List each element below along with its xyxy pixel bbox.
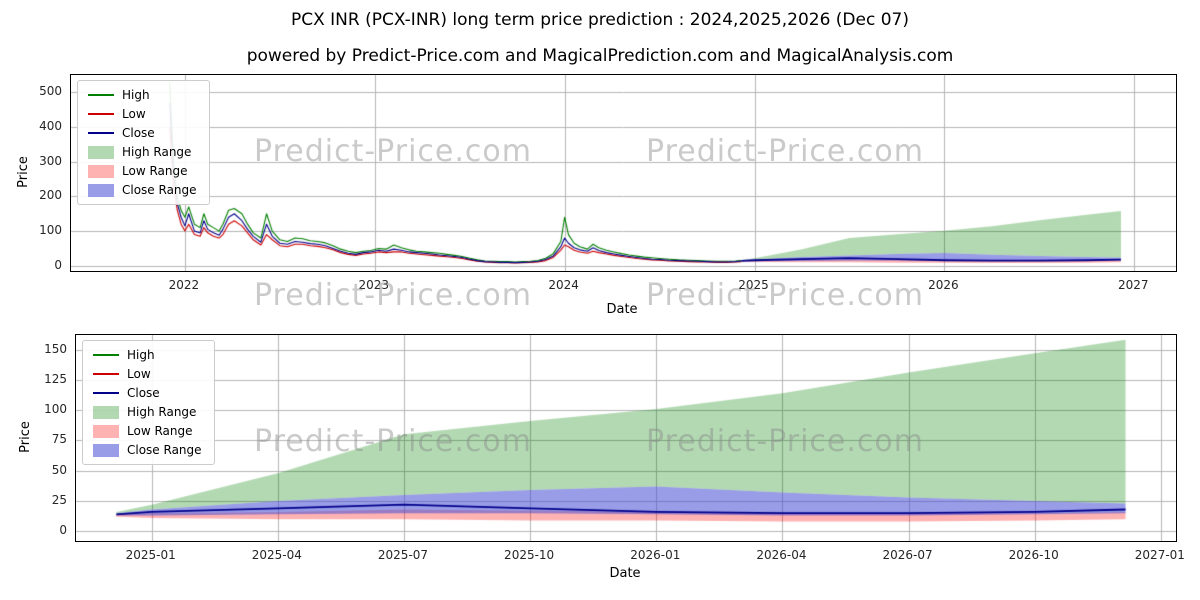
legend-item-close: Close: [93, 386, 202, 400]
y-tick-label: 0: [54, 257, 62, 272]
x-tick-label: 2026-04: [756, 548, 807, 562]
legend-patch-swatch: [93, 405, 119, 419]
legend-item-high: High: [93, 348, 202, 362]
legend-label: Low Range: [127, 424, 193, 438]
x-tick-label: 2026: [928, 278, 959, 292]
watermark-text: Predict-Price.com: [646, 278, 924, 313]
x-tick-label: 2025-01: [125, 548, 176, 562]
legend-item-low: Low: [93, 367, 202, 381]
x-tick-label: 2025: [738, 278, 769, 292]
legend-line-swatch: [88, 113, 114, 115]
y-tick-label: 125: [44, 371, 67, 386]
legend-item-low: Low: [88, 107, 197, 121]
top-chart-legend: High Low Close High Range Low Range Close Ran…: [77, 80, 210, 205]
legend-item-close: Close: [88, 126, 197, 140]
x-tick-label: 2027-01: [1134, 548, 1185, 562]
y-tick-label: 200: [39, 188, 62, 203]
x-tick-label: 2025-07: [377, 548, 429, 562]
y-tick-label: 100: [39, 223, 62, 238]
legend-line-swatch: [93, 392, 119, 394]
legend-label: High: [127, 348, 155, 362]
legend-label: Close Range: [122, 183, 197, 197]
y-tick-label: 25: [51, 493, 67, 507]
legend-label: Low: [122, 107, 146, 121]
x-tick-label: 2024: [548, 278, 579, 292]
legend-patch-swatch: [88, 164, 114, 178]
legend-item-low-range: Low Range: [88, 164, 197, 178]
x-tick-label: 2027: [1117, 278, 1149, 292]
y-tick-label: 0: [59, 523, 67, 538]
top-y-axis-label: Price: [16, 156, 31, 188]
x-tick-label: 2026-07: [882, 548, 933, 562]
watermark-text: Predict-Price.com: [254, 278, 532, 313]
x-tick-label: 2026-01: [630, 548, 681, 562]
legend-patch-swatch: [93, 443, 119, 457]
x-tick-label: 2025-04: [251, 548, 302, 562]
bottom-chart-legend: High Low Close High Range Low Range Close Ran…: [82, 340, 215, 465]
legend-label: High Range: [122, 145, 192, 159]
y-tick-label: 500: [39, 84, 62, 99]
x-tick-label: 2026-10: [1008, 548, 1059, 562]
legend-line-swatch: [93, 373, 119, 375]
legend-patch-swatch: [88, 183, 114, 197]
x-tick-label: 2023: [358, 278, 390, 292]
legend-line-swatch: [93, 354, 119, 356]
legend-item-high-range: High Range: [93, 405, 202, 419]
bottom-y-axis-label: Price: [18, 421, 33, 453]
y-tick-label: 50: [51, 462, 67, 477]
chart-subtitle: powered by Predict-Price.com and Magical…: [246, 46, 954, 66]
top-price-history-chart: [70, 74, 1177, 272]
legend-line-swatch: [88, 132, 114, 134]
y-tick-label: 100: [44, 402, 67, 417]
legend-label: Close: [122, 126, 155, 140]
legend-label: High Range: [127, 405, 197, 419]
y-tick-label: 150: [44, 341, 67, 356]
legend-label: Low: [127, 367, 151, 381]
x-tick-label: 2025-10: [504, 548, 555, 562]
bottom-forecast-chart: [75, 334, 1177, 542]
legend-item-close-range: Close Range: [88, 183, 197, 197]
y-tick-label: 75: [51, 432, 67, 447]
chart-title: PCX INR (PCX-INR) long term price predic…: [291, 10, 909, 30]
legend-patch-swatch: [93, 424, 119, 438]
legend-patch-swatch: [88, 145, 114, 159]
top-x-axis-label: Date: [606, 302, 638, 317]
legend-label: Low Range: [122, 164, 188, 178]
y-tick-label: 300: [39, 153, 62, 168]
legend-line-swatch: [88, 94, 114, 96]
legend-label: High: [122, 88, 150, 102]
legend-item-close-range: Close Range: [93, 443, 202, 457]
bottom-x-axis-label: Date: [609, 566, 641, 581]
legend-label: Close Range: [127, 443, 202, 457]
legend-item-low-range: Low Range: [93, 424, 202, 438]
legend-label: Close: [127, 386, 160, 400]
legend-item-high: High: [88, 88, 197, 102]
legend-item-high-range: High Range: [88, 145, 197, 159]
x-tick-label: 2022: [168, 278, 200, 292]
y-tick-label: 400: [39, 119, 62, 134]
